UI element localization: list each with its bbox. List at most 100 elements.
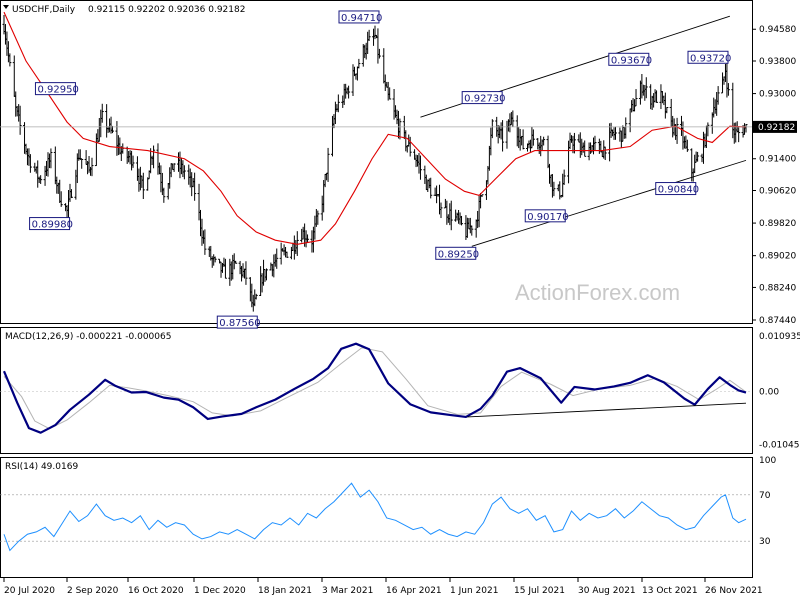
ohlc-bar [552,181,556,197]
ohlc-bar [634,89,638,107]
ohlc-bar [716,86,720,105]
ohlc-bar [213,256,217,263]
ohlc-bar [295,231,299,256]
ohlc-bar [36,160,40,188]
ohlc-bar [357,58,361,69]
price-tick-label: 0.89820 [759,219,796,229]
rsi-tick-label: 70 [759,491,771,501]
annotation-box [34,82,76,96]
ohlc-bar [306,234,310,243]
x-axis: 20 Jul 2020 2 Sep 2020 16 Oct 2020 1 Dec 20… [3,578,763,596]
annotation-label: 0.89250 [438,249,479,260]
ohlc-bar [162,187,166,203]
annotation-box [461,91,503,105]
current-price-tag-text: 0.92182 [758,123,795,133]
x-tick-label: 20 Jul 2020 [4,586,55,596]
price-annotation: 0.90170 [524,209,569,223]
ohlc-bar [100,103,104,123]
price-bars [2,14,748,312]
ohlc-bar [655,90,659,103]
ohlc-bar [429,177,433,199]
current-price-tag [753,120,797,133]
ohlc-bar [408,136,412,157]
macd-tick-label: 0.010935 [759,332,800,342]
x-tick-label: 1 Dec 2020 [194,586,246,596]
ohlc-bar [470,225,474,236]
price-annotation: 0.89250 [435,246,479,260]
x-tick-label: 18 Jan 2021 [258,586,312,596]
price-annotation: 0.89980 [29,217,73,231]
ohlc-bar [377,48,381,59]
ohlc-bar [490,119,494,139]
symbol-label: USDCHF,Daily [12,5,76,15]
macd-signal-line [3,347,747,430]
ohlc-bar [18,105,22,135]
x-tick-label: 2 Sep 2020 [67,586,119,596]
ohlc-bar [675,117,679,144]
annotation-label: 0.93720 [690,53,731,64]
price-tick-label: 0.94580 [759,25,796,35]
annotation-box [216,315,258,329]
annotation-label: 0.92730 [464,94,505,105]
ohlc-bar [141,172,145,200]
ohlc-bar [439,202,443,219]
ohlc-bar [562,169,566,185]
ohlc-bar [449,200,453,231]
price-tick-label: 0.87440 [759,316,796,326]
ohlc-bar [367,29,371,41]
x-tick-label: 16 Oct 2020 [128,586,184,596]
macd-main-line [2,342,747,434]
price-annotation: 0.92950 [34,82,79,96]
ohlc-bar [234,260,238,264]
ohlc-bar [182,165,186,180]
rsi-line [3,482,747,552]
x-tick-label: 26 Nov 2021 [705,586,763,596]
ohlc-bar [172,163,176,172]
annotation-label: 0.94710 [341,13,382,24]
rsi-layer: 100 70 30 [0,456,776,552]
x-tick-label: 15 Jul 2021 [514,586,565,596]
x-tick-label: 3 Mar 2021 [322,586,373,596]
ohlc-bar [737,127,741,143]
price-tick-label: 0.90620 [759,187,796,197]
annotation-box [608,52,650,66]
price-tick-label: 0.91400 [759,155,796,165]
ohlc-bar [223,258,227,279]
ohlc-values: 0.92115 0.92202 0.92036 0.92182 [88,5,245,15]
ohlc-bar [254,293,258,300]
rsi-pane-border [0,457,753,578]
ohlc-bar [80,158,84,169]
annotation-label: 0.87560 [219,318,260,329]
ohlc-bar [264,268,268,281]
price-annotation: 0.90840 [655,182,699,196]
ohlc-bar [744,123,748,133]
ohlc-bar [696,151,700,162]
x-tick-label: 13 Oct 2021 [642,586,698,596]
chart-header: USDCHF,Daily 0.92115 0.92202 0.92036 0.9… [3,5,245,15]
rsi-title: RSI(14) 49.0169 [5,462,78,472]
ohlc-bar [583,140,587,157]
ohlc-bar [521,129,525,150]
ohlc-bar [398,118,402,140]
ohlc-bar [644,77,648,99]
ohlc-bar [685,139,689,152]
annotation-box [655,182,697,196]
ohlc-bar [542,136,546,146]
ohlc-bar [12,55,16,97]
annotation-label: 0.92950 [37,85,78,96]
rsi-tick-label: 100 [759,456,776,466]
ohlc-bar [501,120,505,152]
ohlc-bar [193,172,197,201]
ohlc-bar [8,53,12,67]
ohlc-bar [336,94,340,113]
macd-tick-label: 0.00 [759,388,779,398]
price-tick-label: 0.93000 [759,90,796,100]
channel-trendline [471,159,747,247]
price-axis: 0.945800.938000.930000.922000.914000.906… [752,25,796,326]
ohlc-bar [279,242,283,265]
ohlc-bar [593,135,597,151]
macd-tick-label: -0.010459 [759,441,800,451]
ohlc-bar [624,117,628,139]
price-trendlines: 0.92182 [0,15,797,247]
